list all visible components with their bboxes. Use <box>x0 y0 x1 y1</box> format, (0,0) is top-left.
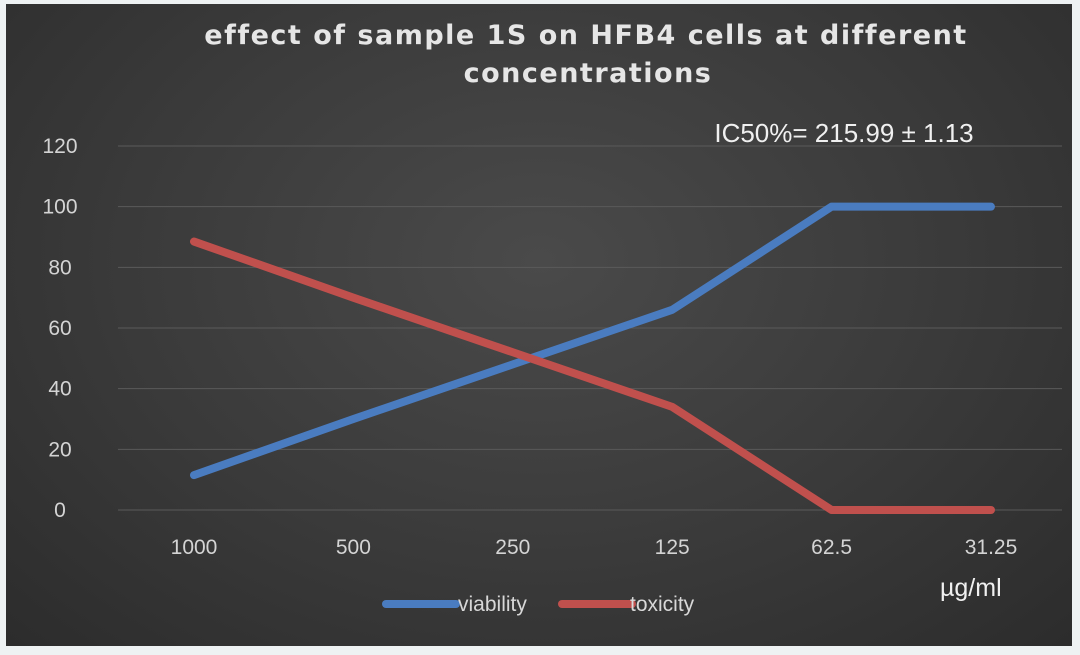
y-tick-label: 120 <box>42 135 77 158</box>
x-tick-label: 1000 <box>171 536 218 559</box>
chart-title-line-1: effect of sample 1S on HFB4 cells at dif… <box>204 20 967 51</box>
y-tick-label: 40 <box>48 378 71 401</box>
data-point-viability <box>668 306 676 314</box>
x-unit-label: µg/ml <box>940 574 1002 602</box>
data-point-viability <box>190 471 198 479</box>
line-chart: effect of sample 1S on HFB4 cells at dif… <box>42 20 1062 616</box>
data-point-toxicity <box>190 238 198 246</box>
series-line-toxicity <box>190 237 995 514</box>
ic50-annotation: IC50%= 215.99 ± 1.13 <box>714 118 973 148</box>
data-point-toxicity <box>828 506 836 514</box>
data-point-toxicity <box>349 294 357 302</box>
data-point-toxicity <box>987 506 995 514</box>
y-tick-label: 100 <box>42 196 77 219</box>
series-line-viability <box>190 202 995 480</box>
legend-label-viability: viability <box>458 593 527 616</box>
chart-title-line-2: concentrations <box>464 58 713 89</box>
y-tick-label: 20 <box>48 438 71 461</box>
x-tick-label: 500 <box>336 536 371 559</box>
data-point-viability <box>349 415 357 423</box>
y-tick-label: 60 <box>48 317 71 340</box>
chart-frame: effect of sample 1S on HFB4 cells at dif… <box>6 4 1072 646</box>
data-point-toxicity <box>668 403 676 411</box>
y-tick-label: 80 <box>48 256 71 279</box>
data-point-viability <box>828 203 836 211</box>
data-point-toxicity <box>509 348 517 356</box>
x-tick-label: 125 <box>655 536 690 559</box>
legend-label-toxicity: toxicity <box>630 593 695 616</box>
x-tick-label: 31.25 <box>965 536 1018 559</box>
data-point-viability <box>987 203 995 211</box>
data-point-viability <box>509 360 517 368</box>
x-tick-label: 62.5 <box>811 536 852 559</box>
x-tick-label: 250 <box>495 536 530 559</box>
y-tick-label: 0 <box>54 499 66 522</box>
